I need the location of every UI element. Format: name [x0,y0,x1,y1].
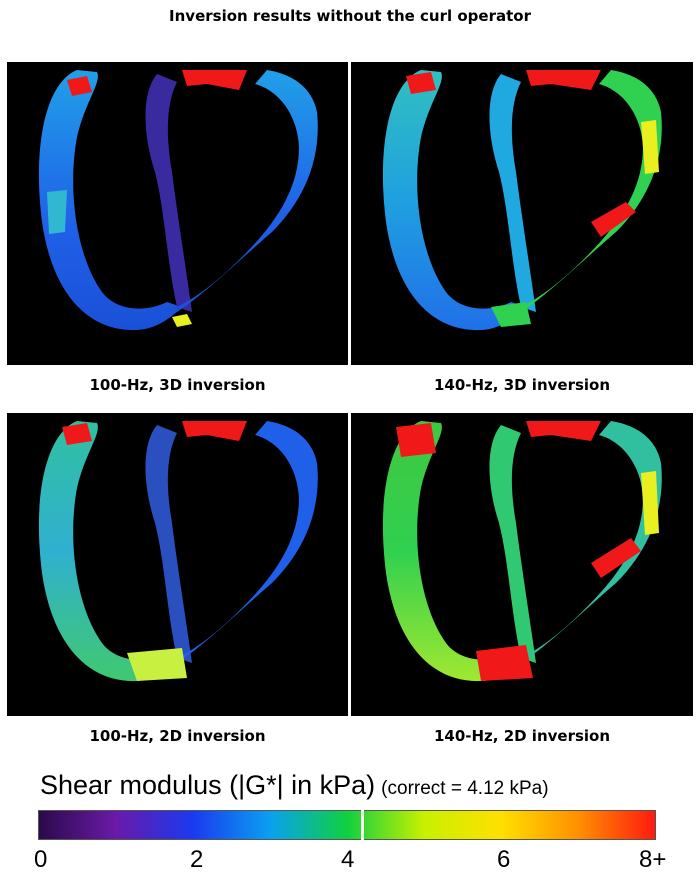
panel-caption: 100-Hz, 3D inversion [89,376,266,394]
panel-140hz-2d [351,413,693,716]
figure-title: Inversion results without the curl opera… [169,7,531,25]
colorbar-tick-8: 8+ [639,846,667,873]
colorbar-tick-4: 4 [341,846,355,873]
panel-100hz-3d [7,62,348,365]
correct-value-marker [361,810,364,840]
legend-title: Shear modulus (|G*| in kPa) [40,770,376,800]
heart-map-100hz-2d [38,421,318,682]
heart-map-140hz-2d [382,421,662,682]
panel-caption: 140-Hz, 3D inversion [433,376,611,394]
colorbar [38,810,656,840]
panel-caption: 100-Hz, 2D inversion [89,727,266,745]
colorbar-tick-0: 0 [34,846,48,873]
panel-140hz-3d [351,62,693,365]
panel-100hz-2d [7,413,348,716]
legend-title-row: Shear modulus (|G*| in kPa) (correct = 4.… [40,770,549,801]
colorbar-tick-6: 6 [497,846,511,873]
panel-caption: 140-Hz, 2D inversion [433,727,611,745]
heart-map-140hz-3d [382,70,662,331]
colorbar-tick-2: 2 [190,846,204,873]
legend-note: (correct = 4.12 kPa) [381,778,549,799]
heart-map-100hz-3d [38,70,318,331]
